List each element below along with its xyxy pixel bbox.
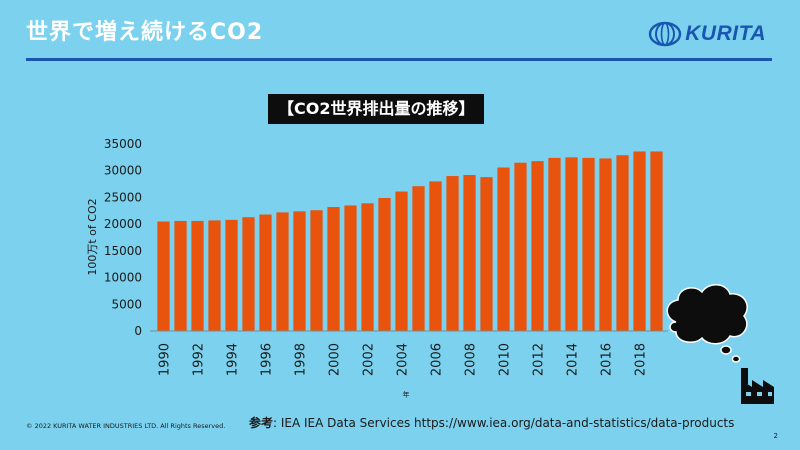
bar-1993: [208, 220, 221, 331]
bar-2013: [548, 157, 561, 331]
page-number: 2: [773, 432, 778, 440]
bar-1996: [259, 214, 272, 331]
source-label: 参考: [249, 416, 274, 430]
y-axis-label: 100万t of CO2: [86, 198, 99, 275]
x-tick-label: 2000: [328, 343, 343, 376]
source-text: : IEA IEA Data Services https://www.iea.…: [273, 416, 735, 430]
x-axis-label: 年: [403, 390, 410, 399]
x-tick-label: 2004: [396, 343, 411, 376]
bar-2015: [582, 157, 595, 331]
x-tick-label: 1992: [192, 343, 207, 376]
bar-1997: [276, 212, 289, 331]
x-axis-ticks: 1990 1992 1994 1996 1998 2000 2002 2004 2006 2008…: [158, 343, 649, 376]
x-tick-label: 1994: [226, 343, 241, 376]
y-tick-label: 20000: [104, 217, 142, 231]
x-tick-label: 2014: [566, 343, 581, 376]
bar-1999: [310, 210, 323, 331]
bar-2008: [463, 174, 476, 331]
bar-2004: [395, 191, 408, 331]
x-tick-label: 2018: [634, 343, 649, 376]
bar-1991: [174, 220, 187, 331]
bar-2009: [480, 177, 493, 331]
source-citation: 参考: IEA IEA Data Services https://www.ie…: [249, 414, 734, 431]
bar-2017: [616, 155, 629, 331]
y-tick-label: 35000: [104, 137, 142, 151]
kurita-logo: KURITA: [648, 20, 766, 48]
bar-2002: [361, 203, 374, 331]
bar-2010: [497, 167, 510, 331]
bar-2000: [327, 207, 340, 331]
x-tick-label: 2002: [362, 343, 377, 376]
y-axis-ticks: 0 5000 10000 15000 20000 25000 30000 35000: [104, 137, 142, 338]
bar-2019: [650, 151, 663, 331]
slide-title: 世界で増え続けるCO2: [26, 20, 264, 45]
x-tick-label: 1998: [294, 343, 309, 376]
y-tick-label: 0: [134, 324, 142, 338]
title-underline: [26, 58, 772, 61]
chart-title: 【CO2世界排出量の推移】: [268, 94, 485, 124]
x-tick-label: 2010: [498, 343, 513, 376]
kurita-logo-icon: [649, 21, 682, 47]
x-tick-label: 1990: [158, 343, 173, 376]
bar-2011: [514, 162, 527, 331]
x-tick-label: 2008: [464, 343, 479, 376]
x-tick-label: 2016: [600, 343, 615, 376]
bar-2016: [599, 158, 612, 331]
y-tick-label: 5000: [111, 297, 142, 311]
bar-series: [157, 151, 663, 331]
bar-2005: [412, 186, 425, 331]
y-tick-label: 30000: [104, 164, 142, 178]
bar-1995: [242, 217, 255, 331]
bar-1994: [225, 219, 238, 331]
bar-1998: [293, 211, 306, 331]
logo-text: KURITA: [685, 22, 766, 45]
x-tick-label: 2012: [532, 343, 547, 376]
bar-1992: [191, 220, 204, 331]
bar-2007: [446, 176, 459, 331]
y-tick-label: 25000: [104, 190, 142, 204]
bar-2012: [531, 161, 544, 331]
bar-1990: [157, 221, 170, 331]
bar-2006: [429, 181, 442, 331]
bar-2003: [378, 197, 391, 331]
bar-2018: [633, 151, 646, 331]
y-tick-label: 10000: [104, 271, 142, 285]
x-tick-label: 2006: [430, 343, 445, 376]
x-tick-label: 1996: [260, 343, 275, 376]
copyright-text: © 2022 KURITA WATER INDUSTRIES LTD. All …: [26, 422, 226, 430]
bar-2001: [344, 205, 357, 331]
bar-2014: [565, 157, 578, 331]
y-tick-label: 15000: [104, 244, 142, 258]
